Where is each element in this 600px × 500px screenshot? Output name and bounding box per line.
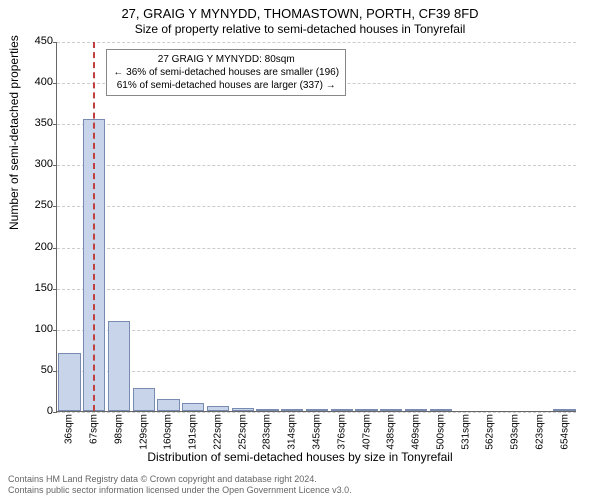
x-tick-label: 407sqm	[361, 411, 372, 450]
x-tick-label: 531sqm	[460, 411, 471, 450]
x-tick-label: 500sqm	[435, 411, 446, 450]
x-tick-label: 593sqm	[510, 411, 521, 450]
y-tick-label: 450	[35, 35, 57, 47]
x-tick-label: 252sqm	[237, 411, 248, 450]
gridline	[57, 165, 576, 166]
gridline	[57, 330, 576, 331]
x-tick-label: 623sqm	[534, 411, 545, 450]
y-tick-label: 0	[47, 405, 57, 417]
x-tick-label: 98sqm	[113, 411, 124, 444]
annotation-line-2: ← 36% of semi-detached houses are smalle…	[113, 66, 339, 79]
footer-line-2: Contains public sector information licen…	[8, 485, 352, 496]
x-tick-label: 469sqm	[411, 411, 422, 450]
x-tick-label: 283sqm	[262, 411, 273, 450]
x-tick-label: 345sqm	[312, 411, 323, 450]
chart-container: 27, GRAIG Y MYNYDD, THOMASTOWN, PORTH, C…	[0, 0, 600, 500]
histogram-bar	[58, 353, 80, 411]
x-tick-label: 36sqm	[64, 411, 75, 444]
x-tick-label: 562sqm	[485, 411, 496, 450]
footer-line-1: Contains HM Land Registry data © Crown c…	[8, 474, 352, 485]
gridline	[57, 42, 576, 43]
histogram-bar	[133, 388, 155, 411]
gridline	[57, 289, 576, 290]
x-tick-label: 376sqm	[336, 411, 347, 450]
y-axis-label: Number of semi-detached properties	[7, 35, 21, 230]
footer-attribution: Contains HM Land Registry data © Crown c…	[8, 474, 352, 496]
reference-line	[93, 42, 95, 411]
chart-title-sub: Size of property relative to semi-detach…	[0, 22, 600, 36]
x-tick-label: 314sqm	[287, 411, 298, 450]
x-tick-label: 222sqm	[212, 411, 223, 450]
gridline	[57, 371, 576, 372]
annotation-line-3: 61% of semi-detached houses are larger (…	[113, 79, 339, 92]
histogram-bar	[157, 399, 179, 411]
x-tick-label: 67sqm	[89, 411, 100, 444]
chart-title-main: 27, GRAIG Y MYNYDD, THOMASTOWN, PORTH, C…	[0, 6, 600, 21]
x-tick-label: 129sqm	[138, 411, 149, 450]
x-tick-label: 438sqm	[386, 411, 397, 450]
annotation-box: 27 GRAIG Y MYNYDD: 80sqm← 36% of semi-de…	[106, 49, 346, 96]
x-axis-label: Distribution of semi-detached houses by …	[0, 450, 600, 464]
gridline	[57, 248, 576, 249]
x-tick-label: 191sqm	[188, 411, 199, 450]
histogram-bar	[182, 403, 204, 411]
histogram-bar	[108, 321, 130, 411]
x-tick-label: 160sqm	[163, 411, 174, 450]
annotation-line-1: 27 GRAIG Y MYNYDD: 80sqm	[113, 53, 339, 66]
gridline	[57, 206, 576, 207]
gridline	[57, 124, 576, 125]
x-tick-label: 654sqm	[559, 411, 570, 450]
plot-area: 05010015020025030035040045036sqm67sqm98s…	[56, 42, 576, 412]
